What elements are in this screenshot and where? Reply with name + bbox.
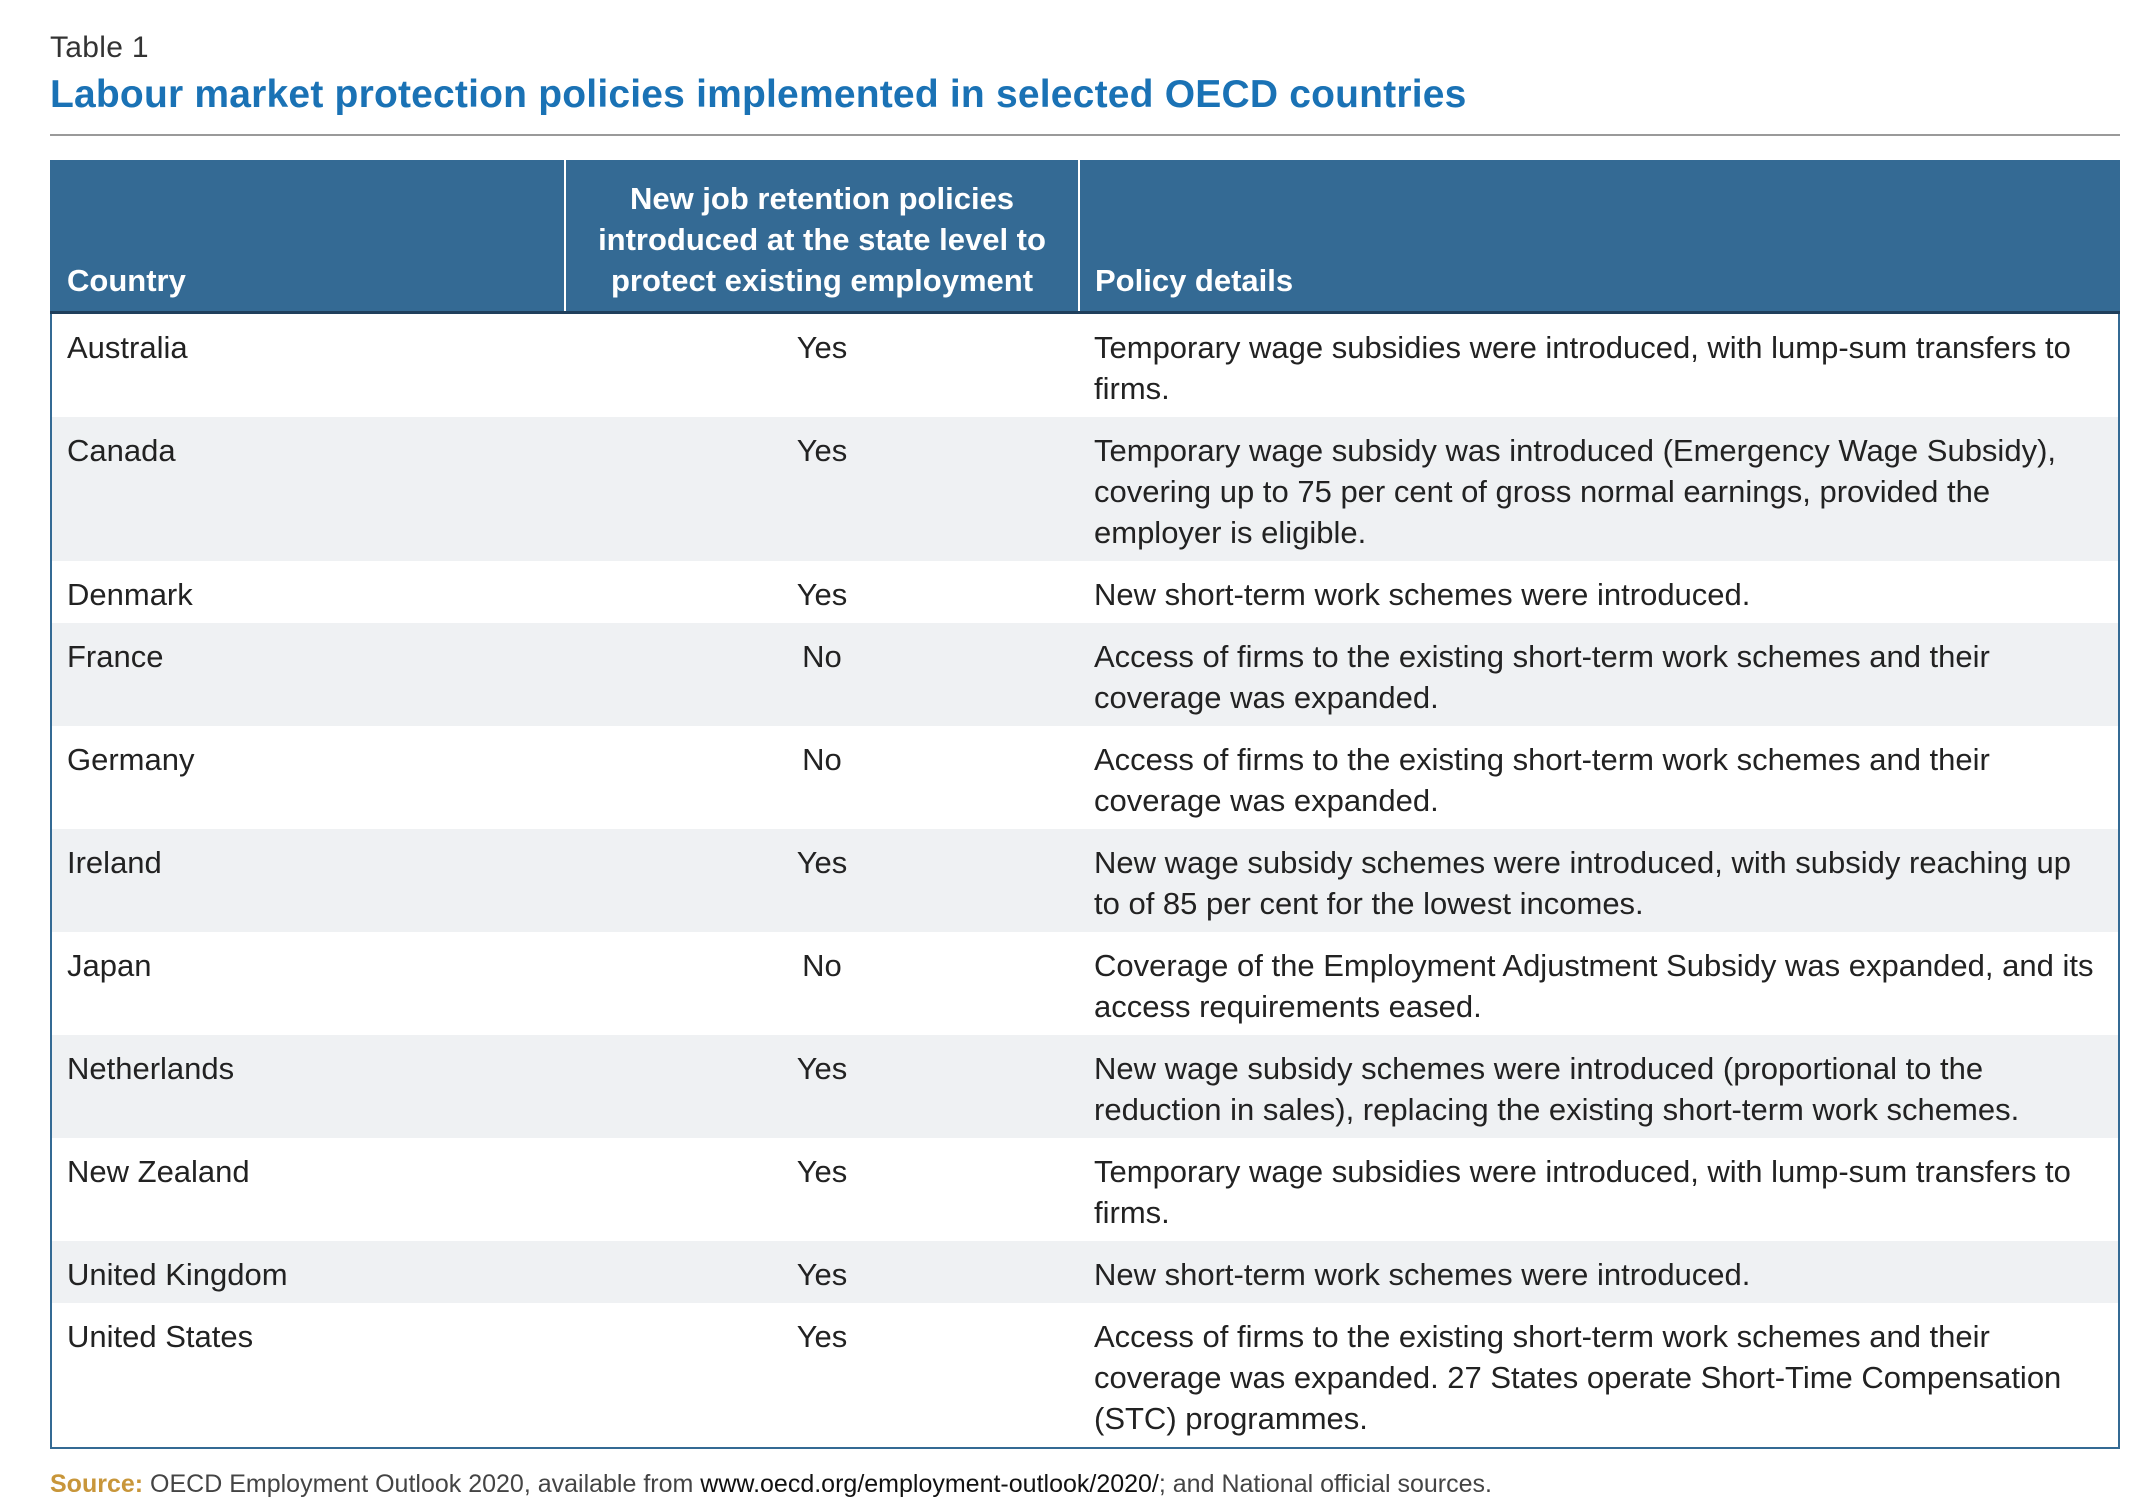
- cell-country: Japan: [67, 948, 152, 983]
- cell-retention: Yes: [565, 417, 1079, 561]
- cell-details: Access of firms to the existing short-te…: [1094, 742, 1990, 818]
- cell-details: Access of firms to the existing short-te…: [1094, 1319, 2062, 1436]
- cell-details: Temporary wage subsidy was introduced (E…: [1079, 417, 2119, 561]
- cell-retention: No: [802, 948, 842, 983]
- cell-country: Denmark: [67, 577, 193, 612]
- cell-retention: No: [802, 742, 842, 777]
- cell-retention: Yes: [796, 577, 848, 612]
- source-text: OECD Employment Outlook 2020, available …: [143, 1470, 701, 1498]
- cell-retention: Yes: [796, 330, 848, 365]
- table-row: Denmark Yes New short-term work schemes …: [51, 561, 2119, 623]
- column-header-retention: New job retention policies introduced at…: [564, 161, 1080, 314]
- cell-country: United States: [67, 1319, 254, 1354]
- table-row: Ireland Yes New wage subsidy schemes wer…: [51, 829, 2119, 932]
- cell-retention: Yes: [796, 1154, 848, 1189]
- policy-table: Country New job retention policies intro…: [50, 160, 2120, 1449]
- cell-details: New short-term work schemes were introdu…: [1094, 577, 1751, 612]
- column-header-details: Policy details: [1079, 161, 2119, 314]
- cell-country: United Kingdom: [51, 1241, 565, 1303]
- source-link[interactable]: www.oecd.org/employment-outlook/2020/: [700, 1470, 1159, 1498]
- cell-country: Canada: [51, 417, 565, 561]
- source-text-after: ; and National official sources.: [1158, 1470, 1492, 1498]
- cell-details: Temporary wage subsidies were introduced…: [1094, 1154, 2071, 1230]
- source-label: Source:: [50, 1470, 144, 1498]
- table-row: Netherlands Yes New wage subsidy schemes…: [51, 1035, 2119, 1138]
- table-header-row: Country New job retention policies intro…: [51, 161, 2119, 314]
- cell-retention: Yes: [565, 1035, 1079, 1138]
- cell-country: Ireland: [51, 829, 565, 932]
- table-row: New Zealand Yes Temporary wage subsidies…: [51, 1138, 2119, 1241]
- cell-details: Coverage of the Employment Adjustment Su…: [1094, 948, 2094, 1024]
- title-divider: [50, 134, 2120, 136]
- cell-country: Netherlands: [51, 1035, 565, 1138]
- table-title: Labour market protection policies implem…: [50, 73, 1467, 116]
- document-page: Table 1 Labour market protection policie…: [50, 28, 2120, 1501]
- cell-country: New Zealand: [67, 1154, 250, 1189]
- table-row: Canada Yes Temporary wage subsidy was in…: [51, 417, 2119, 561]
- cell-details: New wage subsidy schemes were introduced…: [1079, 829, 2119, 932]
- table-row: Germany No Access of firms to the existi…: [51, 726, 2119, 829]
- cell-country: France: [51, 623, 565, 726]
- table-label: Table 1: [50, 31, 149, 64]
- table-row: Japan No Coverage of the Employment Adju…: [51, 932, 2119, 1035]
- cell-retention: Yes: [565, 1241, 1079, 1303]
- cell-details: New short-term work schemes were introdu…: [1079, 1241, 2119, 1303]
- column-header-country: Country: [51, 161, 565, 314]
- table-row: United Kingdom Yes New short-term work s…: [51, 1241, 2119, 1303]
- table-row: Australia Yes Temporary wage subsidies w…: [51, 313, 2119, 418]
- cell-details: Temporary wage subsidies were introduced…: [1094, 330, 2071, 406]
- cell-details: Access of firms to the existing short-te…: [1079, 623, 2119, 726]
- cell-retention: Yes: [796, 1319, 848, 1354]
- table-row: France No Access of firms to the existin…: [51, 623, 2119, 726]
- table-row: United States Yes Access of firms to the…: [51, 1303, 2119, 1448]
- source-note: Source: OECD Employment Outlook 2020, av…: [50, 1467, 2120, 1501]
- cell-retention: No: [565, 623, 1079, 726]
- cell-country: Germany: [67, 742, 195, 777]
- cell-details: New wage subsidy schemes were introduced…: [1079, 1035, 2119, 1138]
- cell-country: Australia: [67, 330, 188, 365]
- cell-retention: Yes: [565, 829, 1079, 932]
